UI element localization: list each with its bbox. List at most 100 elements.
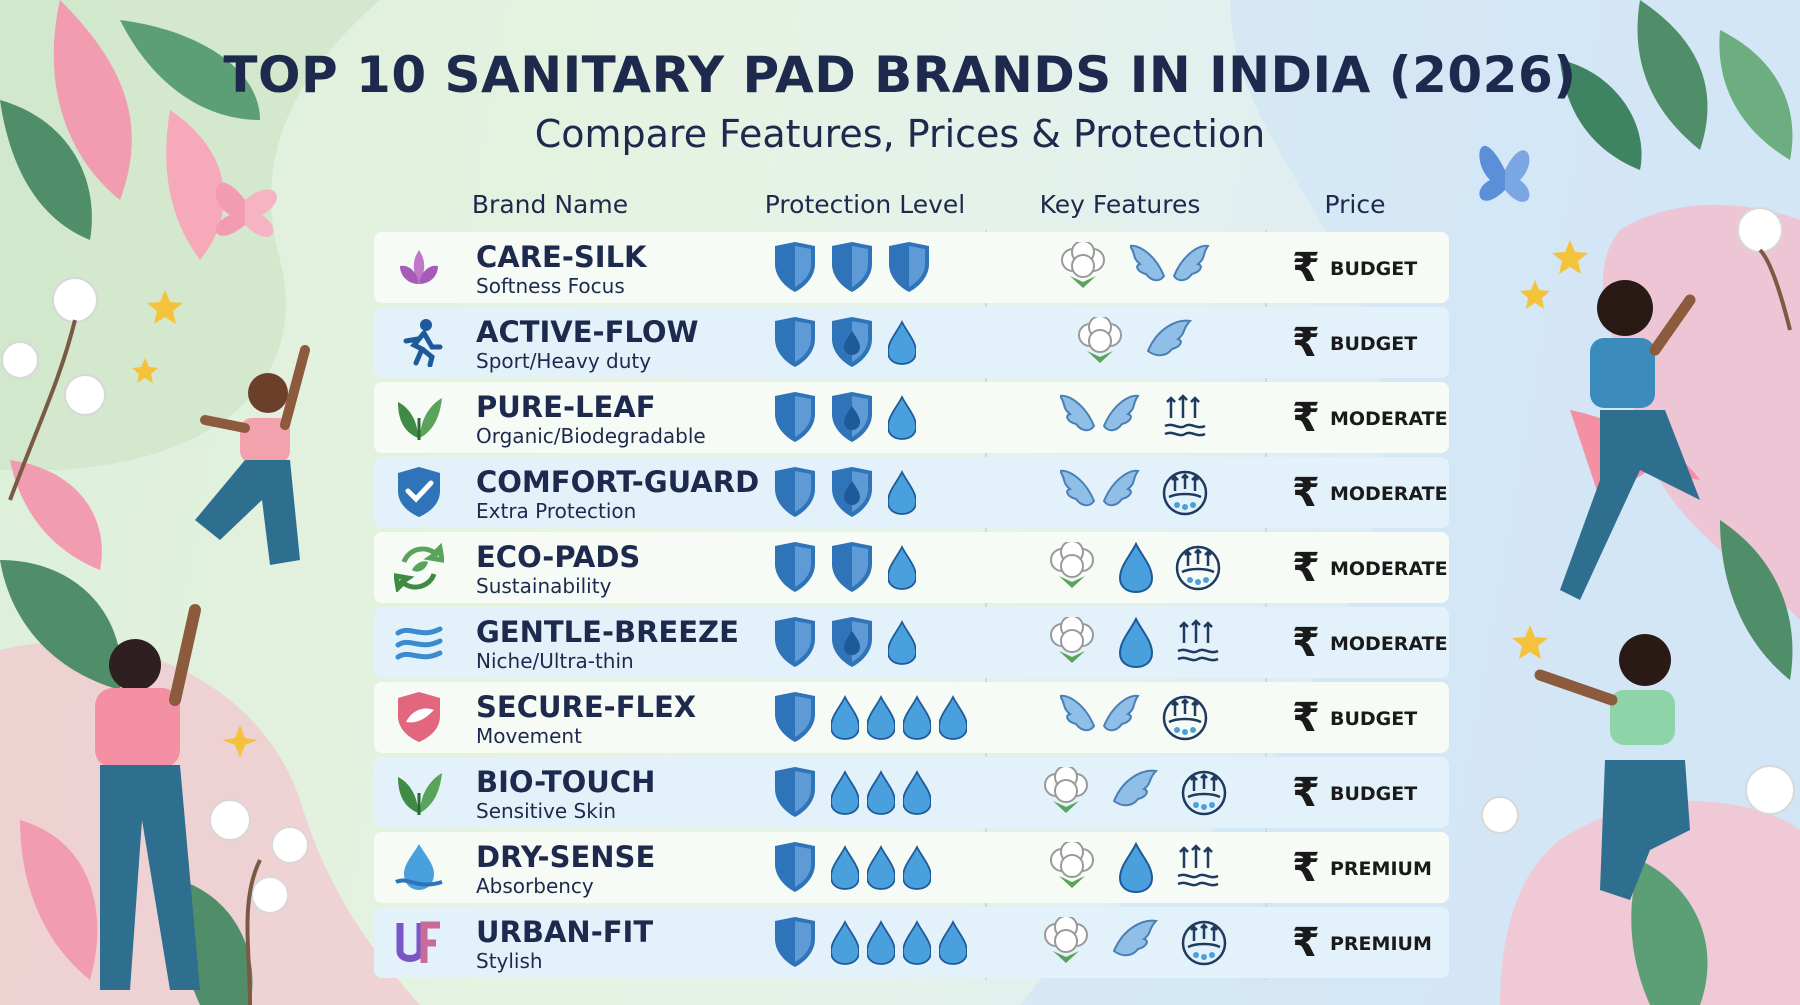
brand-name: PURE-LEAF xyxy=(476,390,656,424)
water-drop-icon xyxy=(1119,617,1153,669)
rupee-icon: ₹ xyxy=(1292,695,1320,741)
price-label: BUDGET xyxy=(1330,258,1418,280)
water-drop-icon xyxy=(888,395,916,440)
shield-icon xyxy=(775,392,815,442)
protection-level xyxy=(774,467,974,519)
table-row: GENTLE-BREEZE Niche/Ultra-thin ₹ MODERATE xyxy=(374,607,1449,678)
price-tier: ₹ MODERATE xyxy=(1292,394,1448,442)
column-divider xyxy=(1265,230,1267,980)
price-label: PREMIUM xyxy=(1330,933,1432,955)
brand-focus: Organic/Biodegradable xyxy=(476,424,706,448)
water-drop-icon xyxy=(903,920,931,965)
brand-focus: Stylish xyxy=(476,949,543,973)
shield-icon xyxy=(775,542,815,592)
price-tier: ₹ BUDGET xyxy=(1292,694,1442,742)
leaf-icon xyxy=(398,773,442,815)
rupee-icon: ₹ xyxy=(1292,320,1320,366)
flex-shield-icon xyxy=(398,692,440,742)
rupee-icon: ₹ xyxy=(1292,395,1320,441)
water-drop-icon xyxy=(939,695,967,740)
shield-icon xyxy=(775,467,815,517)
table-row: COMFORT-GUARD Extra Protection ₹ MODERATE xyxy=(374,457,1449,528)
table-row: ACTIVE-FLOW Sport/Heavy duty ₹ BUDGET xyxy=(374,307,1449,378)
water-drop-icon xyxy=(395,844,443,890)
protection-level xyxy=(774,542,974,594)
column-divider xyxy=(985,230,987,980)
key-features xyxy=(1014,915,1254,971)
brand-name: URBAN-FIT xyxy=(476,915,654,949)
water-drop-icon xyxy=(867,695,895,740)
running-woman-illustration xyxy=(1560,280,1700,600)
standing-woman-illustration xyxy=(95,604,201,990)
shield-icon xyxy=(832,392,872,442)
water-drop-icon xyxy=(903,695,931,740)
rupee-icon: ₹ xyxy=(1292,245,1320,291)
brand-comparison-table: CARE-SILK Softness Focus ₹ BUDGET ACTIVE-FL… xyxy=(374,230,1449,980)
brand-focus: Niche/Ultra-thin xyxy=(476,649,634,673)
runner-icon xyxy=(403,319,443,367)
key-features xyxy=(1014,240,1254,296)
key-features xyxy=(1014,840,1254,896)
header-brand-name: Brand Name xyxy=(471,190,629,219)
shield-icon xyxy=(775,767,815,817)
key-features xyxy=(1014,690,1254,746)
shield-icon xyxy=(775,617,815,667)
key-features xyxy=(1014,390,1254,446)
uf-logo-icon xyxy=(396,921,440,963)
price-label: MODERATE xyxy=(1330,633,1448,655)
key-features xyxy=(1014,465,1254,521)
smiling-woman-illustration xyxy=(1534,634,1690,900)
water-drop-icon xyxy=(831,920,859,965)
cotton-icon xyxy=(1050,617,1094,663)
price-label: BUDGET xyxy=(1330,708,1418,730)
price-label: MODERATE xyxy=(1330,408,1448,430)
price-tier: ₹ MODERATE xyxy=(1292,619,1448,667)
shield-check-icon xyxy=(398,467,440,517)
header-price: Price xyxy=(1324,190,1386,219)
cotton-icon xyxy=(1050,842,1094,888)
dancing-woman-illustration xyxy=(195,345,310,565)
protection-level xyxy=(774,617,974,669)
table-row: DRY-SENSE Absorbency ₹ PREMIUM xyxy=(374,832,1449,903)
brand-focus: Absorbency xyxy=(476,874,594,898)
brand-name: DRY-SENSE xyxy=(476,840,656,874)
shield-icon xyxy=(832,242,872,292)
water-drop-icon xyxy=(867,920,895,965)
water-drop-icon xyxy=(831,770,859,815)
brand-name: COMFORT-GUARD xyxy=(476,465,760,499)
price-tier: ₹ BUDGET xyxy=(1292,769,1442,817)
rupee-icon: ₹ xyxy=(1292,545,1320,591)
cotton-icon xyxy=(1044,917,1088,963)
brand-name: ECO-PADS xyxy=(476,540,641,574)
price-label: BUDGET xyxy=(1330,783,1418,805)
water-drop-icon xyxy=(1119,842,1153,894)
wings-icon xyxy=(1060,694,1140,732)
price-tier: ₹ MODERATE xyxy=(1292,469,1448,517)
brand-name: SECURE-FLEX xyxy=(476,690,697,724)
brand-focus: Sustainability xyxy=(476,574,612,598)
rupee-icon: ₹ xyxy=(1292,470,1320,516)
protection-level xyxy=(774,392,974,444)
protection-level xyxy=(774,842,974,894)
brand-name: CARE-SILK xyxy=(476,240,647,274)
rupee-icon: ₹ xyxy=(1292,920,1320,966)
shield-icon xyxy=(832,617,872,667)
wing-icon xyxy=(1113,769,1159,807)
recycle-leaf-icon xyxy=(394,542,444,592)
brand-focus: Movement xyxy=(476,724,582,748)
breathable-icon xyxy=(1177,844,1219,887)
water-drop-icon xyxy=(903,770,931,815)
protection-level xyxy=(774,242,974,294)
header-key-features: Key Features xyxy=(1039,190,1201,219)
table-row: SECURE-FLEX Movement ₹ BUDGET xyxy=(374,682,1449,753)
brand-name: GENTLE-BREEZE xyxy=(476,615,739,649)
brand-focus: Extra Protection xyxy=(476,499,637,523)
wings-icon xyxy=(1130,244,1210,282)
shield-icon xyxy=(775,317,815,367)
water-drop-icon xyxy=(888,470,916,515)
water-drop-icon xyxy=(867,845,895,890)
table-row: CARE-SILK Softness Focus ₹ BUDGET xyxy=(374,232,1449,303)
wing-icon xyxy=(1113,919,1159,957)
wind-icon xyxy=(395,626,443,660)
airflow-icon xyxy=(1181,770,1227,816)
